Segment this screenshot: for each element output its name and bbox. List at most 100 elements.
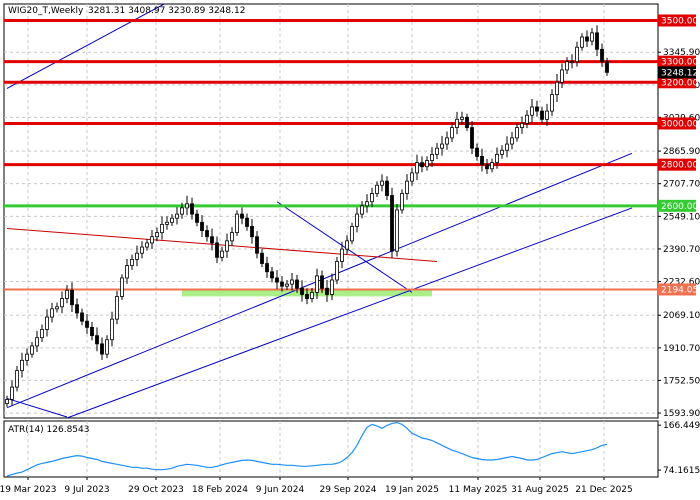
atr-plot-frame [3, 420, 659, 478]
candle-body [255, 236, 259, 254]
candle-body [525, 114, 529, 124]
candle-body [290, 279, 294, 285]
atr-line [6, 421, 608, 477]
candle-body [105, 339, 109, 355]
x-tick-label: 21 Dec 2025 [575, 485, 633, 495]
candle-body [135, 252, 139, 260]
candle-body [125, 265, 129, 279]
candle-body [85, 320, 89, 328]
y-tick-label: 1910.70 [663, 344, 700, 354]
candle-body [345, 240, 349, 250]
candle-body [535, 106, 539, 112]
candle-body [450, 127, 454, 139]
current-price-label: 3248.12 [661, 68, 698, 78]
trend-line [6, 4, 166, 89]
candle-body [215, 242, 219, 258]
candle-body [340, 248, 344, 262]
x-tick-label: 31 Aug 2025 [511, 485, 569, 495]
level-price-tag [658, 158, 696, 171]
candle-body [175, 213, 179, 219]
atr-title: ATR(14) 126.8543 [8, 425, 90, 435]
candle-body [545, 110, 549, 120]
candle-body [270, 271, 274, 279]
level-price-tag [658, 199, 696, 212]
candle-body [80, 312, 84, 322]
candle-body [385, 180, 389, 196]
candle-body [520, 123, 524, 128]
candle-body [190, 203, 194, 215]
x-tick-label: 9 Jun 2024 [256, 485, 305, 495]
candle-body [505, 143, 509, 151]
candle-body [35, 337, 39, 347]
candle-body [435, 147, 439, 155]
candle-body [185, 203, 189, 209]
candle-body [550, 94, 554, 112]
candle-body [600, 48, 604, 63]
level-price-label: 2194.05 [661, 285, 698, 295]
candle-body [605, 61, 609, 73]
candle-body [475, 147, 479, 157]
candle-body [490, 162, 494, 170]
x-tick-label: 29 Oct 2023 [128, 485, 184, 495]
x-tick-label: 19 Jan 2025 [385, 485, 439, 495]
candle-body [25, 353, 29, 361]
y-tick-label: 2549.10 [663, 212, 700, 222]
y-tick-label: 2232.60 [663, 278, 700, 288]
atr-y-tick-label: 74.1615 [663, 466, 700, 476]
candle-body [315, 275, 319, 293]
candle-body [390, 195, 394, 252]
candle-body [150, 236, 154, 244]
ohlc-readout: 3281.31 3408.97 3230.89 3248.12 [88, 6, 245, 16]
candle-body [45, 316, 49, 330]
candle-body [495, 153, 499, 163]
candle-body [380, 180, 384, 186]
candle-body [460, 116, 464, 120]
y-tick-label: 2865.90 [663, 147, 700, 157]
candle-body [160, 223, 164, 234]
level-price-label: 3000.00 [661, 119, 698, 129]
candle-body [240, 213, 244, 219]
candle-body [370, 193, 374, 203]
candle-body [320, 275, 324, 289]
candle-body [575, 46, 579, 63]
candle-body [415, 162, 419, 174]
candle-body [570, 61, 574, 64]
candle-body [70, 289, 74, 306]
candle-body [565, 61, 569, 71]
current-price-tag [658, 66, 696, 79]
candle-body [55, 306, 59, 310]
trend-line [276, 201, 413, 293]
level-price-tag [658, 76, 696, 89]
level-price-label: 2800.00 [661, 161, 698, 171]
candle-body [235, 213, 239, 234]
x-tick-label: 9 Jul 2023 [64, 485, 109, 495]
y-tick-label: 2069.10 [663, 311, 700, 321]
candle-body [485, 164, 489, 170]
trend-line [6, 397, 68, 418]
candle-body [335, 261, 339, 281]
level-price-label: 3300.00 [661, 58, 698, 68]
y-tick-label: 1752.50 [663, 376, 700, 386]
candle-body [30, 345, 34, 355]
candle-body [50, 308, 54, 318]
candle-body [430, 153, 434, 161]
candle-body [420, 162, 424, 168]
candle-body [530, 106, 534, 116]
candle-body [130, 259, 134, 266]
candle-body [405, 180, 409, 194]
candle-body [285, 283, 289, 287]
candle-body [585, 36, 589, 42]
candle-body [295, 279, 299, 289]
candle-body [260, 252, 264, 264]
y-tick-label: 1593.90 [663, 409, 700, 419]
candle-body [10, 386, 14, 400]
level-price-tag [658, 55, 696, 68]
candle-body [595, 32, 599, 50]
x-tick-label: 29 Sep 2024 [319, 485, 376, 495]
candle-body [355, 213, 359, 227]
candle-body [365, 201, 369, 207]
y-tick-label: 2390.70 [663, 245, 700, 255]
candle-body [400, 193, 404, 211]
candle-body [540, 110, 544, 120]
candle-body [250, 226, 254, 238]
